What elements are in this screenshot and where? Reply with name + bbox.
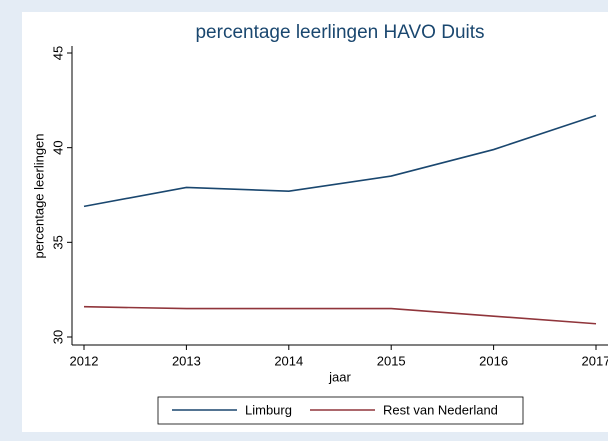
x-tick-label: 2013 [172, 353, 201, 368]
y-tick-label: 35 [50, 235, 65, 249]
x-tick-label: 2016 [479, 353, 508, 368]
chart-title: percentage leerlingen HAVO Duits [195, 22, 484, 43]
y-tick-label: 30 [50, 330, 65, 344]
y-axis-label: percentage leerlingen [31, 133, 46, 258]
x-tick-label: 2012 [70, 353, 99, 368]
series-line [83, 114, 597, 208]
x-tick-label: 2017 [582, 353, 608, 368]
legend-label: Rest van Nederland [383, 402, 498, 417]
x-axis-label: jaar [328, 369, 351, 384]
y-tick-label: 45 [50, 46, 65, 60]
y-tick-label: 40 [50, 140, 65, 154]
series-line [83, 305, 597, 325]
legend-label: Limburg [245, 402, 292, 417]
x-tick-label: 2014 [274, 353, 303, 368]
graph-region [22, 12, 608, 432]
x-tick-label: 2015 [377, 353, 406, 368]
